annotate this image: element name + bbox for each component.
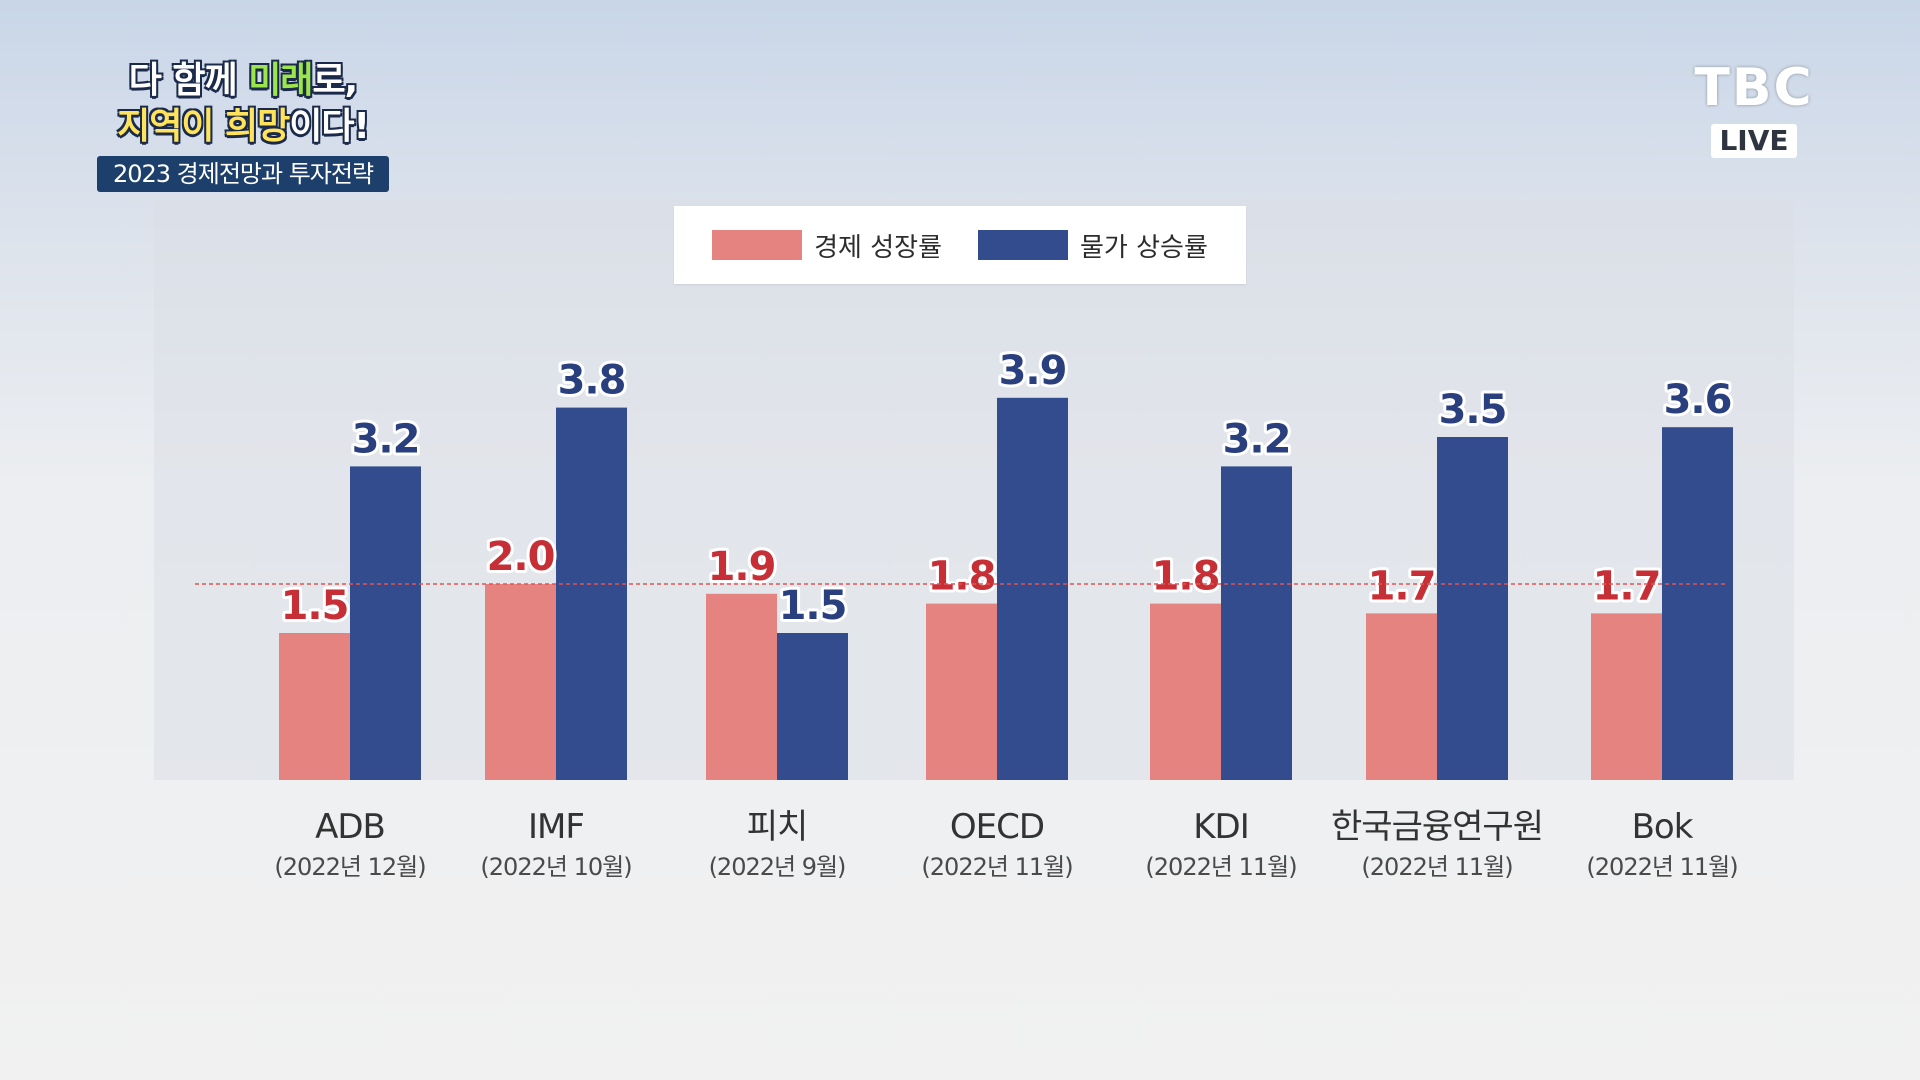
bar-growth-4 [1150,603,1221,780]
legend-swatch-inflation [978,230,1068,260]
value-label-inflation-6: 3.6 [1664,377,1732,423]
bar-inflation-5 [1437,437,1508,780]
value-label-inflation-0: 3.2 [352,416,420,462]
x-tick-label-2: 피치 [747,807,808,847]
slogan: 다 함께 미래로, 지역이 희망이다! [96,58,390,150]
legend-item-inflation: 물가 상승률 [978,227,1208,264]
bar-inflation-6 [1662,427,1733,780]
x-tick-sublabel-5: (2022년 11월) [1361,853,1512,881]
x-tick-label-1: IMF [528,807,584,847]
value-label-inflation-2: 1.5 [779,583,847,629]
live-badge: LIVE [1711,124,1797,158]
bar-inflation-3 [997,397,1068,780]
slogan-text: 이다! [289,106,370,147]
bar-inflation-1 [556,407,627,780]
value-label-inflation-1: 3.8 [558,358,626,404]
bar-growth-1 [485,584,556,780]
chart-legend: 경제 성장률 물가 상승률 [674,206,1246,284]
tbc-logo-mark: TBC [1694,58,1814,118]
bar-inflation-4 [1221,466,1292,780]
x-tick-sublabel-3: (2022년 11월) [921,853,1072,881]
program-title: 2023 경제전망과 투자전략 [97,156,389,192]
value-label-growth-0: 1.5 [281,583,349,629]
legend-label-growth: 경제 성장률 [814,232,942,263]
x-tick-sublabel-6: (2022년 11월) [1586,853,1737,881]
value-label-growth-1: 2.0 [487,534,555,580]
value-label-inflation-4: 3.2 [1223,416,1291,462]
bar-growth-6 [1591,613,1662,780]
legend-swatch-growth [712,230,803,260]
x-tick-label-0: ADB [315,807,385,847]
value-label-inflation-3: 3.9 [999,348,1067,394]
slogan-highlight: 미래 [248,60,313,101]
value-label-growth-3: 1.8 [928,554,996,600]
slogan-highlight: 지역이 희망 [117,106,290,147]
bar-inflation-0 [350,466,421,780]
value-label-inflation-5: 3.5 [1439,387,1507,433]
broadcaster-logo: TBC LIVE [1694,58,1814,158]
slogan-text: 로, [312,60,358,101]
x-tick-label-4: KDI [1193,807,1249,847]
x-tick-sublabel-4: (2022년 11월) [1145,853,1296,881]
slogan-text: 다 함께 [128,60,249,101]
x-tick-label-5: 한국금융연구원 [1331,807,1543,847]
bar-inflation-2 [777,633,848,780]
x-tick-sublabel-2: (2022년 9월) [709,853,846,881]
legend-item-growth: 경제 성장률 [712,227,942,264]
bar-growth-0 [279,633,350,780]
slogan-line-2: 지역이 희망이다! [96,104,390,150]
program-branding: 다 함께 미래로, 지역이 희망이다! 2023 경제전망과 투자전략 [96,58,390,192]
x-tick-label-6: Bok [1632,807,1694,847]
value-label-growth-6: 1.7 [1593,563,1661,609]
legend-label-inflation: 물가 상승률 [1080,232,1208,263]
slogan-line-1: 다 함께 미래로, [96,58,390,104]
x-tick-sublabel-1: (2022년 10월) [480,853,631,881]
value-label-growth-4: 1.8 [1152,554,1220,600]
bar-growth-2 [706,593,777,780]
bar-growth-3 [926,603,997,780]
bar-growth-5 [1366,613,1437,780]
value-label-growth-2: 1.9 [708,544,776,590]
x-tick-label-3: OECD [950,807,1044,847]
x-tick-sublabel-0: (2022년 12월) [274,853,425,881]
value-label-growth-5: 1.7 [1368,563,1436,609]
